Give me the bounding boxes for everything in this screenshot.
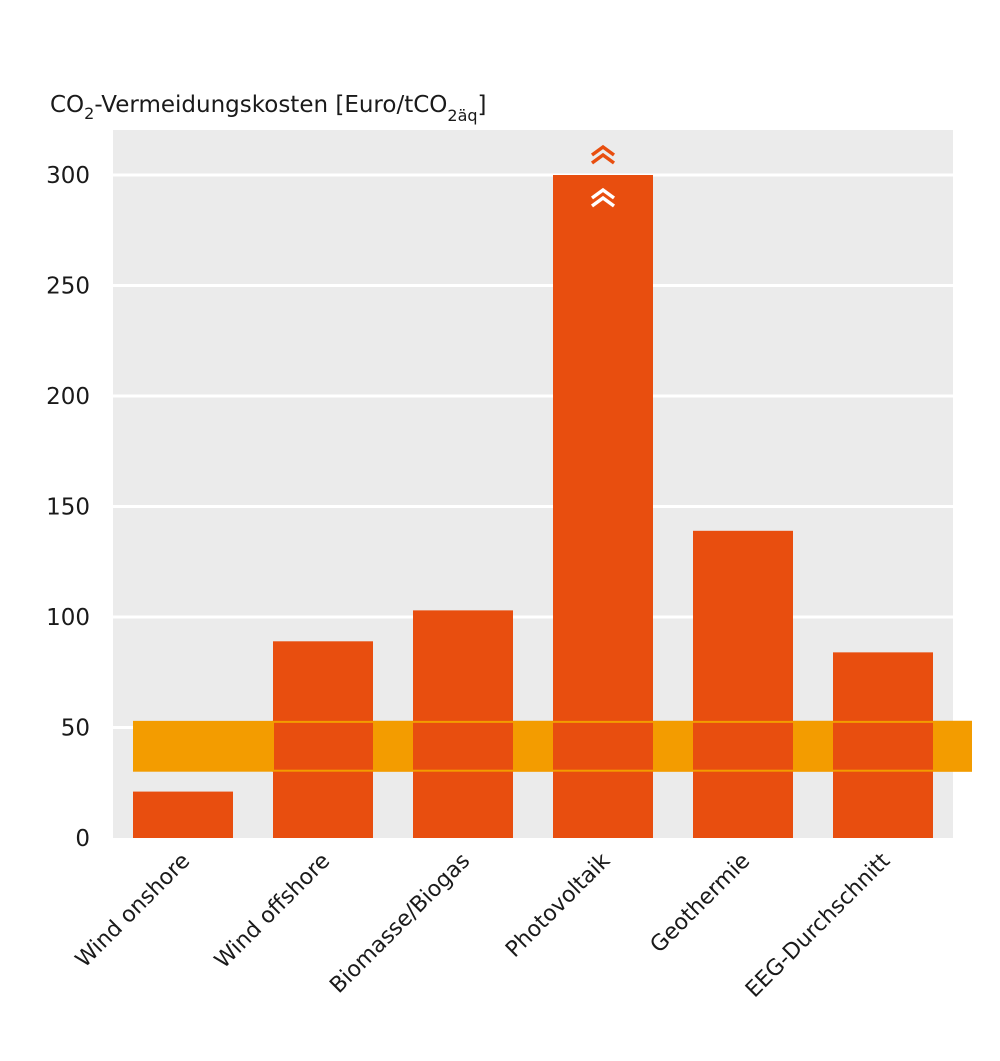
x-tick-label: Biomasse/Biogas	[325, 849, 475, 999]
y-tick-label: 150	[46, 495, 90, 521]
x-tick-label: Wind onshore	[71, 849, 195, 973]
y-tick-labels: 0 50 100 150 200 250 300	[46, 163, 90, 852]
chevron-up-icon	[590, 144, 616, 157]
x-tick-label: Wind offshore	[210, 849, 335, 974]
reference-band-border	[272, 720, 972, 772]
x-tick-labels: Wind onshore Wind offshoreBiomasse/Biogas…	[71, 848, 895, 1002]
chevron-up-icon	[590, 195, 616, 208]
truncation-markers	[590, 144, 616, 208]
y-tick-label: 100	[46, 605, 90, 631]
x-tick-label: EEG-Durchschnitt	[741, 848, 895, 1002]
x-tick-label: Geothermie	[646, 849, 756, 959]
bar	[553, 175, 653, 838]
bar	[413, 610, 513, 838]
y-tick-label: 250	[46, 274, 90, 300]
y-axis-label: CO2-Vermeidungskosten [Euro/tCO2äq]	[50, 92, 487, 125]
chevron-up-icon	[590, 152, 616, 165]
chevron-up-icon	[590, 187, 616, 200]
y-tick-label: 50	[61, 716, 90, 742]
reference-band-outline	[272, 720, 972, 772]
y-tick-label: 0	[75, 826, 90, 852]
y-tick-label: 300	[46, 163, 90, 189]
bar	[833, 652, 933, 838]
bar	[133, 791, 233, 838]
y-tick-label: 200	[46, 384, 90, 410]
bar	[273, 641, 373, 838]
bar	[693, 530, 793, 838]
x-tick-label: Photovoltaik	[501, 848, 615, 962]
bars	[133, 175, 933, 838]
plot-background	[113, 130, 953, 838]
